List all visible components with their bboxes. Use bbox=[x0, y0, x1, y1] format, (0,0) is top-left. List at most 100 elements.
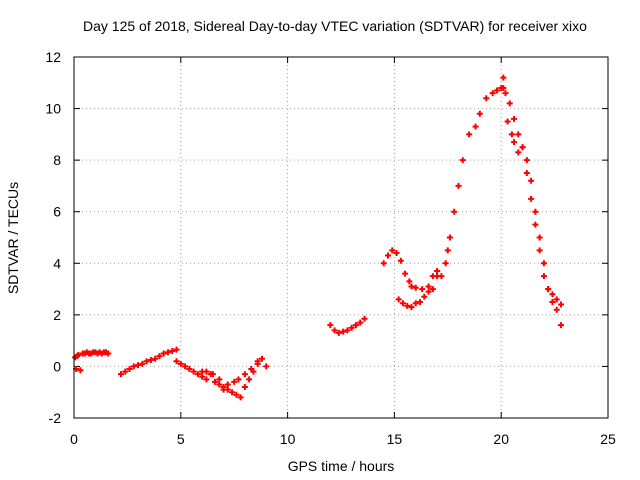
data-point bbox=[327, 322, 334, 329]
data-point bbox=[235, 376, 242, 383]
data-point bbox=[216, 381, 223, 388]
data-point bbox=[246, 376, 253, 383]
data-point bbox=[549, 298, 556, 305]
data-point bbox=[169, 347, 176, 354]
data-point bbox=[476, 110, 483, 117]
x-tick-label: 20 bbox=[493, 431, 509, 447]
data-point bbox=[384, 252, 391, 259]
data-point bbox=[233, 391, 240, 398]
data-point bbox=[540, 260, 547, 267]
data-point bbox=[348, 324, 355, 331]
plot-frame bbox=[73, 56, 609, 419]
data-point bbox=[429, 286, 436, 293]
x-tick-label: 15 bbox=[387, 431, 403, 447]
data-point bbox=[254, 358, 261, 365]
data-point bbox=[553, 306, 560, 313]
data-point bbox=[344, 327, 351, 334]
data-point bbox=[160, 350, 167, 357]
data-point bbox=[248, 366, 255, 373]
data-points bbox=[72, 74, 565, 401]
data-point bbox=[455, 182, 462, 189]
y-tick-label: 0 bbox=[53, 358, 61, 374]
x-axis-label: GPS time / hours bbox=[288, 458, 395, 474]
series-sdtvar-2 bbox=[117, 346, 180, 378]
data-point bbox=[147, 356, 154, 363]
data-point bbox=[419, 286, 426, 293]
data-point bbox=[523, 170, 530, 177]
data-point bbox=[519, 144, 526, 151]
y-tick-labels: -2 0 2 4 6 8 10 12 bbox=[45, 49, 61, 426]
data-point bbox=[558, 322, 565, 329]
data-point bbox=[241, 384, 248, 391]
data-point bbox=[451, 208, 458, 215]
grid-lines bbox=[74, 57, 608, 418]
data-point bbox=[483, 95, 490, 102]
data-point bbox=[117, 371, 124, 378]
data-point bbox=[504, 118, 511, 125]
data-point bbox=[352, 322, 359, 329]
data-point bbox=[442, 260, 449, 267]
data-point bbox=[331, 327, 338, 334]
data-point bbox=[558, 301, 565, 308]
data-point bbox=[393, 249, 400, 256]
data-point bbox=[182, 363, 189, 370]
data-point bbox=[532, 221, 539, 228]
data-point bbox=[258, 355, 265, 362]
data-point bbox=[220, 386, 227, 393]
data-point bbox=[105, 350, 112, 357]
chart-title: Day 125 of 2018, Sidereal Day-to-day VTE… bbox=[83, 18, 587, 34]
data-point bbox=[434, 273, 441, 280]
data-point bbox=[216, 376, 223, 383]
data-point bbox=[335, 329, 342, 336]
data-point bbox=[515, 149, 522, 156]
data-point bbox=[203, 368, 210, 375]
data-point bbox=[241, 371, 248, 378]
data-point bbox=[361, 315, 368, 322]
series-sdtvar-6 bbox=[380, 74, 565, 308]
data-point bbox=[532, 208, 539, 215]
data-point bbox=[523, 157, 530, 164]
y-axis-label: SDTVAR / TECUs bbox=[5, 182, 21, 294]
y-tick-label: 12 bbox=[45, 49, 61, 65]
data-point bbox=[444, 247, 451, 254]
data-point bbox=[139, 360, 146, 367]
data-point bbox=[425, 283, 432, 290]
x-tick-label: 0 bbox=[70, 431, 78, 447]
x-tick-labels: 0 5 10 15 20 25 bbox=[70, 431, 616, 447]
data-point bbox=[412, 300, 419, 307]
data-point bbox=[545, 286, 552, 293]
y-tick-label: 10 bbox=[45, 101, 61, 117]
data-point bbox=[263, 363, 270, 370]
data-point bbox=[493, 87, 500, 94]
y-tick-label: 4 bbox=[53, 255, 61, 271]
y-tick-label: 8 bbox=[53, 152, 61, 168]
x-tick-label: 5 bbox=[177, 431, 185, 447]
data-point bbox=[459, 157, 466, 164]
data-point bbox=[446, 234, 453, 241]
series-sdtvar bbox=[72, 349, 112, 374]
x-tick-label: 10 bbox=[280, 431, 296, 447]
series-sdtvar-4 bbox=[199, 358, 261, 393]
series-sdtvar-3 bbox=[173, 355, 270, 401]
data-point bbox=[466, 131, 473, 138]
data-point bbox=[506, 100, 513, 107]
series-sdtvar-5 bbox=[327, 315, 368, 336]
data-point bbox=[177, 360, 184, 367]
data-point bbox=[203, 376, 210, 383]
data-point bbox=[389, 247, 396, 254]
data-point bbox=[412, 284, 419, 291]
data-point bbox=[340, 328, 347, 335]
data-point bbox=[528, 195, 535, 202]
data-point bbox=[408, 283, 415, 290]
data-point bbox=[536, 234, 543, 241]
data-point bbox=[500, 84, 507, 91]
data-point bbox=[502, 90, 509, 97]
data-point bbox=[229, 389, 236, 396]
data-point bbox=[156, 353, 163, 360]
data-point bbox=[406, 278, 413, 285]
data-point bbox=[434, 268, 441, 275]
data-point bbox=[231, 378, 238, 385]
series-sdtvar-8 bbox=[500, 84, 565, 329]
data-point bbox=[472, 123, 479, 130]
data-point bbox=[417, 298, 424, 305]
